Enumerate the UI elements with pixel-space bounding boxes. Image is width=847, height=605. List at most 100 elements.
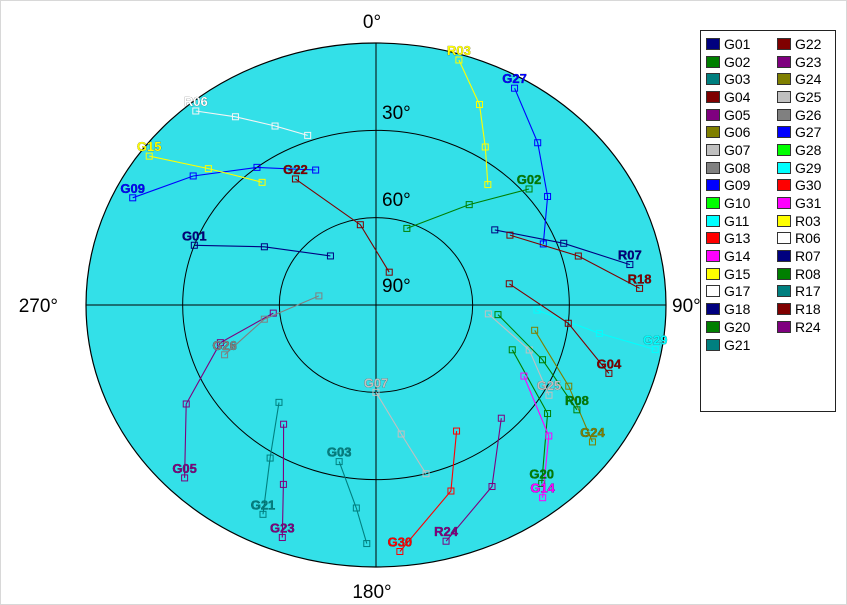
- track-point-g04-1: [564, 319, 572, 327]
- legend-label: G06: [724, 124, 751, 141]
- legend-item-g31: G31: [777, 194, 821, 212]
- legend-label: R06: [795, 230, 821, 247]
- legend-label: G17: [724, 283, 751, 300]
- legend-label: G25: [795, 88, 822, 105]
- legend-column-left: G01 G02 G03 G04 G05 G06 G07 G08 G09 G10 G11 G13 G14 G…: [706, 35, 750, 353]
- satellite-label-r18: R18: [628, 271, 652, 286]
- track-point-g01-0: [190, 241, 198, 249]
- track-point-g29-2: [533, 306, 541, 314]
- legend-item-g10: G10: [706, 194, 750, 212]
- legend-swatch: [706, 143, 720, 156]
- legend-item-g14: G14: [706, 247, 750, 265]
- legend-swatch: [706, 108, 720, 121]
- legend-label: G01: [724, 35, 751, 52]
- legend-item-r17: R17: [777, 283, 821, 301]
- legend-item-g22: G22: [777, 35, 821, 53]
- track-g03: [338, 461, 368, 544]
- legend-swatch: [706, 303, 720, 316]
- legend-swatch: [777, 197, 791, 210]
- track-point-g14-1: [545, 432, 553, 440]
- track-point-g29-1: [595, 329, 603, 337]
- ring-label-30: 30°: [382, 103, 411, 124]
- track-point-g09-0: [129, 194, 137, 202]
- track-point-g05-0: [181, 474, 189, 482]
- track-point-g29-0: [651, 345, 659, 353]
- legend-label: G20: [724, 318, 751, 335]
- track-point-r18-2: [506, 231, 514, 239]
- legend-item-g02: G02: [706, 53, 750, 71]
- legend-label: G21: [724, 336, 751, 353]
- legend-item-g27: G27: [777, 123, 821, 141]
- legend-item-g06: G06: [706, 123, 750, 141]
- track-r03: [458, 59, 489, 185]
- legend-swatch: [777, 303, 791, 316]
- track-g02: [406, 188, 530, 229]
- legend-swatch: [706, 161, 720, 174]
- legend-label: G05: [724, 106, 751, 123]
- satellite-label-g15: G15: [137, 139, 162, 154]
- satellite-label-g25: G25: [537, 378, 562, 393]
- track-r24: [445, 418, 502, 542]
- track-point-g01-1: [260, 243, 268, 251]
- legend-item-g15: G15: [706, 265, 750, 283]
- legend-item-r24: R24: [777, 318, 821, 336]
- satellite-label-g09: G09: [120, 181, 145, 196]
- track-point-g24-2: [531, 326, 539, 334]
- track-point-g20-2: [508, 346, 516, 354]
- legend-swatch: [777, 73, 791, 86]
- track-g05: [184, 312, 274, 478]
- legend-item-g21: G21: [706, 336, 750, 354]
- legend-label: G14: [724, 248, 751, 265]
- track-point-r07-0: [626, 261, 634, 269]
- track-point-g27-2: [544, 192, 552, 200]
- legend-item-g01: G01: [706, 35, 750, 53]
- legend-swatch: [777, 179, 791, 192]
- legend-swatch: [706, 126, 720, 139]
- track-point-g05-1: [182, 400, 190, 408]
- legend-label: G23: [795, 53, 822, 70]
- track-point-r24-1: [488, 483, 496, 491]
- legend-swatch: [777, 214, 791, 227]
- legend-label: G18: [724, 301, 751, 318]
- track-g22: [295, 178, 390, 273]
- track-point-g04-0: [605, 369, 613, 377]
- legend-swatch: [777, 267, 791, 280]
- satellite-label-g07: G07: [364, 375, 389, 390]
- track-g04: [508, 283, 610, 374]
- legend-item-g26: G26: [777, 106, 821, 124]
- satellite-label-r08: R08: [565, 393, 589, 408]
- track-r08: [497, 314, 578, 411]
- track-point-g07-0: [372, 388, 380, 396]
- legend-label: R03: [795, 212, 821, 229]
- legend-item-g17: G17: [706, 283, 750, 301]
- track-point-g26-0: [221, 351, 229, 359]
- track-point-g23-1: [279, 480, 287, 488]
- legend-item-g24: G24: [777, 70, 821, 88]
- track-point-r06-0: [192, 107, 200, 115]
- legend-item-r06: R06: [777, 230, 821, 248]
- satellite-label-r07: R07: [618, 248, 642, 263]
- legend-swatch: [706, 250, 720, 263]
- track-point-g01-2: [326, 252, 334, 260]
- track-g15: [149, 155, 263, 183]
- legend-label: G22: [795, 35, 822, 52]
- legend-label: R24: [795, 318, 821, 335]
- legend-swatch: [777, 37, 791, 50]
- track-point-g05-3: [269, 309, 277, 317]
- legend-label: G04: [724, 88, 751, 105]
- satellite-label-g03: G03: [327, 445, 352, 460]
- legend-swatch: [777, 90, 791, 103]
- track-g27: [514, 87, 549, 244]
- legend-label: G26: [795, 106, 822, 123]
- track-point-g30-0: [396, 548, 404, 556]
- legend-label: G24: [795, 71, 822, 88]
- azimuth-label-east: 90°: [672, 296, 701, 317]
- satellite-label-g23: G23: [270, 521, 295, 536]
- legend-item-g18: G18: [706, 300, 750, 318]
- legend-item-g20: G20: [706, 318, 750, 336]
- track-point-g09-2: [253, 163, 261, 171]
- legend-item-g05: G05: [706, 106, 750, 124]
- track-point-r18-1: [574, 252, 582, 260]
- track-g24: [534, 330, 593, 443]
